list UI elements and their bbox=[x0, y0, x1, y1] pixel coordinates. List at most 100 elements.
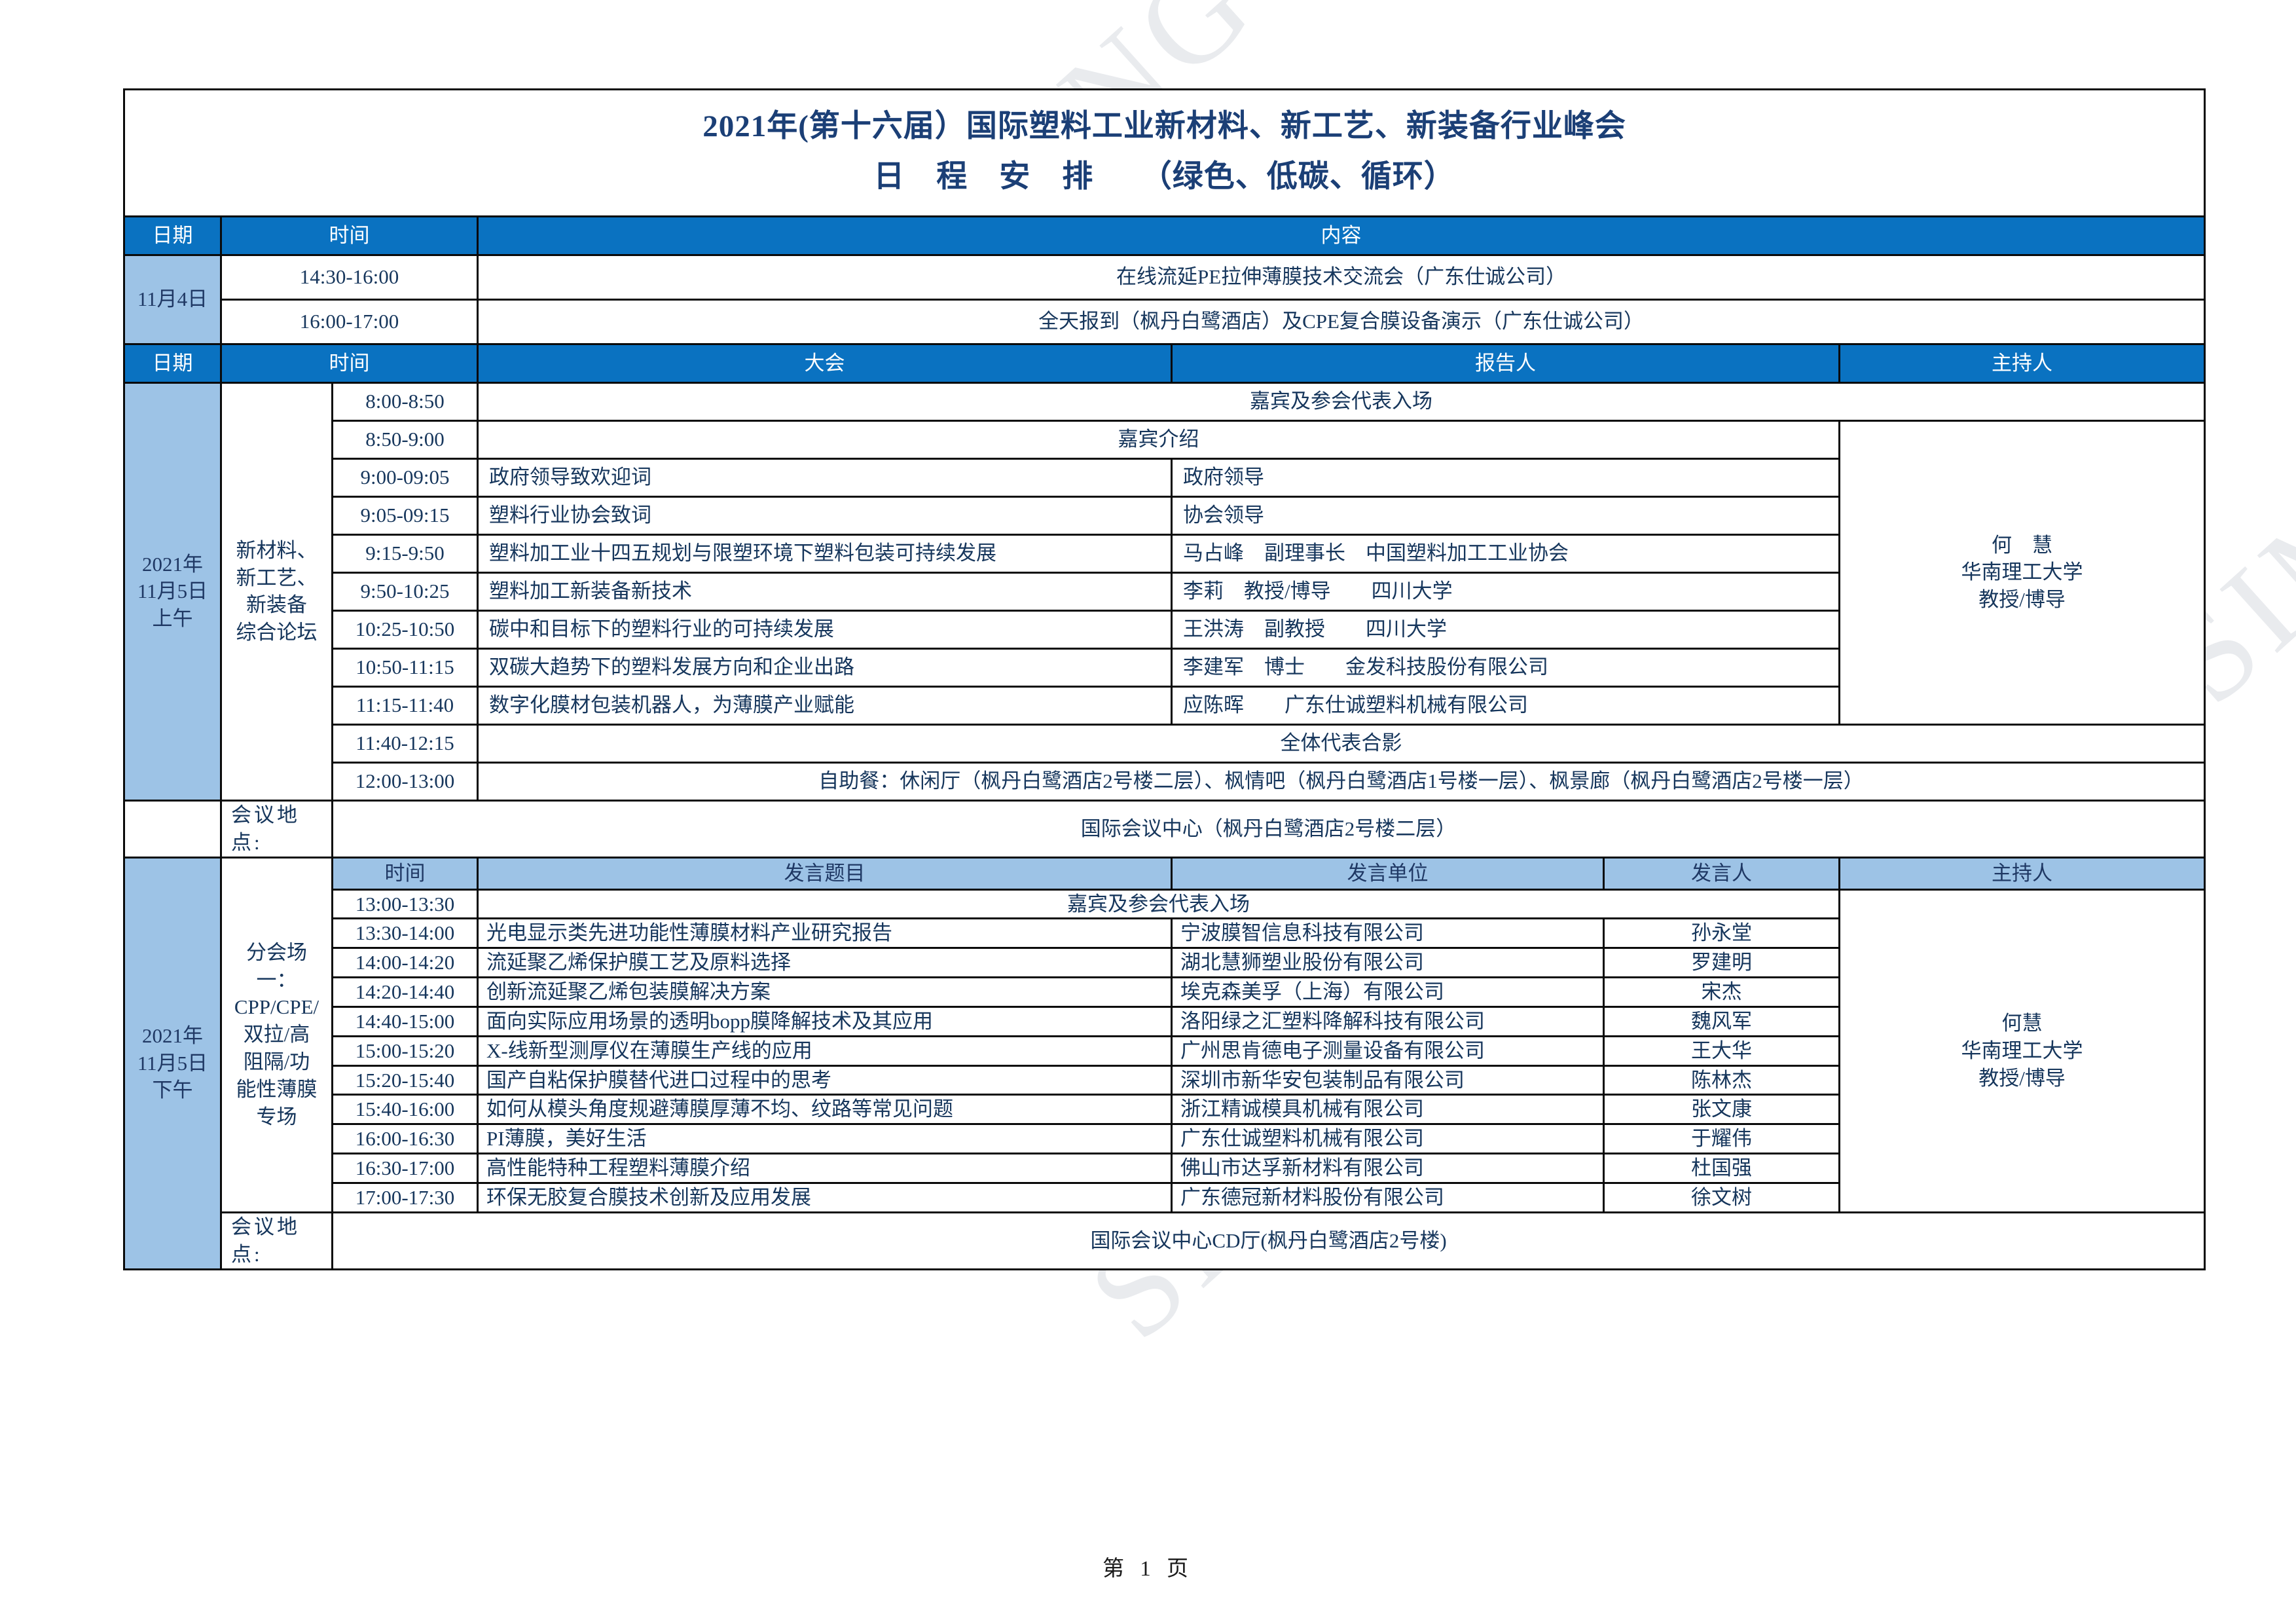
session-time: 17:00-17:30 bbox=[331, 1182, 479, 1213]
header-speaker: 报告人 bbox=[1171, 342, 1840, 384]
session-speaker: 陈林杰 bbox=[1603, 1064, 1840, 1096]
day4-time: 14:30-16:00 bbox=[220, 253, 479, 301]
session-topic: 政府领导致欢迎词 bbox=[477, 457, 1173, 498]
forum-line: 综合论坛 bbox=[236, 621, 318, 644]
chair-line: 何 慧 bbox=[1992, 533, 2053, 557]
table-row: 11月4日 14:30-16:00 在线流延PE拉伸薄膜技术交流会（广东仕诚公司… bbox=[123, 253, 2206, 345]
afternoon-chair: 何慧 华南理工大学 教授/博导 bbox=[1838, 888, 2206, 1213]
chair-line: 教授/博导 bbox=[1978, 588, 2066, 612]
header-topic: 发言题目 bbox=[477, 856, 1173, 891]
table-row: 12:00-13:00 自助餐：休闲厅（枫丹白鹭酒店2号楼二层）、枫情吧（枫丹白… bbox=[124, 761, 2206, 802]
header-row-morning: 日期 时间 大会 报告人 主持人 bbox=[123, 342, 2206, 384]
session-unit: 洛阳绿之汇塑料降解科技有限公司 bbox=[1171, 1005, 1605, 1037]
forum-line: 分会场 bbox=[246, 940, 307, 964]
header-row-afternoon: 2021年 11月5日 下午 分会场 一： CPP/CPE/ 双拉/高 阻隔/功… bbox=[123, 856, 2206, 1270]
session-speaker: 孙永堂 bbox=[1603, 917, 1840, 950]
session-topic: 光电显示类先进功能性薄膜材料产业研究报告 bbox=[477, 917, 1173, 950]
table-row: 15:20-15:40 国产自粘保护膜替代进口过程中的思考 深圳市新华安包装制品… bbox=[124, 1064, 2205, 1096]
session-time: 11:40-12:15 bbox=[331, 723, 479, 764]
session-topic: PI薄膜，美好生活 bbox=[477, 1123, 1173, 1155]
table-row: 13:00-13:30 嘉宾及参会代表入场 何慧 华南理工大学 教授/博导 bbox=[124, 888, 2206, 1213]
session-topic: 双碳大趋势下的塑料发展方向和企业出路 bbox=[477, 647, 1173, 688]
session-speaker: 王大华 bbox=[1603, 1035, 1840, 1067]
location-value: 国际会议中心（枫丹白鹭酒店2号楼二层） bbox=[331, 799, 2206, 858]
table-row: 16:00-16:30 PI薄膜，美好生活 广东仕诚塑料机械有限公司 于耀伟 bbox=[124, 1123, 2205, 1155]
session-speaker: 协会领导 bbox=[1171, 495, 1840, 536]
session-time: 12:00-13:00 bbox=[331, 761, 479, 802]
session-speaker: 全体代表合影 bbox=[476, 723, 2206, 764]
table-row: 9:15-9:50 塑料加工业十四五规划与限塑环境下塑料包装可持续发展 马占峰 … bbox=[124, 533, 2205, 574]
forum-line: 能性薄膜 bbox=[236, 1077, 318, 1101]
session-topic: 数字化膜材包装机器人，为薄膜产业赋能 bbox=[477, 685, 1173, 726]
table-row: 9:50-10:25 塑料加工新装备新技术 李莉 教授/博导 四川大学 bbox=[124, 571, 2205, 612]
session-unit: 埃克森美孚（上海）有限公司 bbox=[1171, 976, 1605, 1008]
session-time: 15:40-16:00 bbox=[331, 1094, 479, 1126]
location-label: 会议地点: bbox=[220, 1211, 333, 1270]
chair-line: 何慧 bbox=[2001, 1011, 2043, 1035]
afternoon-location-row: 会议地点: 国际会议中心CD厅(枫丹白鹭酒店2号楼) bbox=[124, 1211, 2206, 1270]
location-value: 国际会议中心CD厅(枫丹白鹭酒店2号楼) bbox=[331, 1211, 2206, 1270]
session-time: 9:50-10:25 bbox=[331, 571, 479, 612]
header-row-day4: 日期 时间 内容 bbox=[123, 215, 2206, 256]
session-time: 14:40-15:00 bbox=[331, 1005, 479, 1037]
day4-content: 全天报到（枫丹白鹭酒店）及CPE复合膜设备演示（广东仕诚公司） bbox=[476, 298, 2206, 345]
header-conference: 大会 bbox=[477, 342, 1173, 384]
date-line: 2021年 bbox=[142, 1024, 203, 1047]
day4-date-label: 11月4日 bbox=[123, 253, 222, 345]
session-topic: 面向实际应用场景的透明bopp膜降解技术及其应用 bbox=[477, 1005, 1173, 1037]
session-speaker: 罗建明 bbox=[1603, 947, 1840, 979]
table-row: 17:00-17:30 环保无胶复合膜技术创新及应用发展 广东德冠新材料股份有限… bbox=[124, 1182, 2205, 1213]
session-time: 15:20-15:40 bbox=[331, 1064, 479, 1096]
table-row: 14:20-14:40 创新流延聚乙烯包装膜解决方案 埃克森美孚（上海）有限公司… bbox=[124, 976, 2205, 1008]
location-label: 会议地点: bbox=[220, 799, 333, 858]
day4-time: 16:00-17:00 bbox=[220, 298, 479, 345]
header-content: 内容 bbox=[476, 215, 2206, 256]
chair-line: 华南理工大学 bbox=[1961, 1039, 2083, 1062]
forum-line: 新材料、 bbox=[236, 538, 318, 562]
table-row: 14:00-14:20 流延聚乙烯保护膜工艺及原料选择 湖北慧狮塑业股份有限公司… bbox=[124, 947, 2205, 979]
session-topic: 流延聚乙烯保护膜工艺及原料选择 bbox=[477, 947, 1173, 979]
date-line: 下午 bbox=[152, 1079, 193, 1102]
table-row: 9:00-09:05 政府领导致欢迎词 政府领导 bbox=[124, 457, 2205, 498]
table-row: 8:50-9:00 嘉宾介绍 何 慧 华南理工大学 教授/博导 bbox=[124, 419, 2206, 726]
table-row: 14:40-15:00 面向实际应用场景的透明bopp膜降解技术及其应用 洛阳绿… bbox=[124, 1005, 2205, 1037]
session-time: 9:15-9:50 bbox=[331, 533, 479, 574]
session-unit: 湖北慧狮塑业股份有限公司 bbox=[1171, 947, 1605, 979]
session-time: 11:15-11:40 bbox=[331, 685, 479, 726]
watermark-text: SIMCHENG bbox=[1519, 0, 2174, 26]
schedule-table: 2021年(第十六届）国际塑料工业新材料、新工艺、新装备行业峰会 日 程 安 排… bbox=[122, 88, 2206, 1270]
session-topic: 创新流延聚乙烯包装膜解决方案 bbox=[477, 976, 1173, 1008]
session-time: 13:00-13:30 bbox=[331, 888, 479, 920]
session-unit: 深圳市新华安包装制品有限公司 bbox=[1171, 1064, 1605, 1096]
session-speaker: 马占峰 副理事长 中国塑料加工工业协会 bbox=[1171, 533, 1840, 574]
header-date: 日期 bbox=[123, 215, 222, 256]
session-speaker: 徐文树 bbox=[1603, 1182, 1840, 1213]
forum-line: 专场 bbox=[256, 1105, 297, 1128]
table-row: 15:00-15:20 X-线新型测厚仪在薄膜生产线的应用 广州思肯德电子测量设… bbox=[124, 1035, 2205, 1067]
session-speaker: 杜国强 bbox=[1603, 1153, 1840, 1184]
forum-line: 阻隔/功 bbox=[243, 1050, 310, 1074]
session-unit: 浙江精诚模具机械有限公司 bbox=[1171, 1094, 1605, 1126]
header-chair: 主持人 bbox=[1838, 856, 2206, 891]
session-speaker: 宋杰 bbox=[1603, 976, 1840, 1008]
header-time: 时间 bbox=[220, 342, 479, 384]
header-date: 日期 bbox=[123, 342, 222, 384]
afternoon-forum-label: 分会场 一： CPP/CPE/ 双拉/高 阻隔/功 能性薄膜 专场 bbox=[220, 856, 333, 1213]
date-line: 11月5日 bbox=[137, 580, 208, 603]
session-unit: 佛山市达孚新材料有限公司 bbox=[1171, 1153, 1605, 1184]
session-speaker: 嘉宾介绍 bbox=[477, 419, 1840, 460]
session-topic: 如何从模头角度规避薄膜厚薄不均、纹路等常见问题 bbox=[477, 1094, 1173, 1126]
table-row: 15:40-16:00 如何从模头角度规避薄膜厚薄不均、纹路等常见问题 浙江精诚… bbox=[124, 1094, 2205, 1126]
table-row: 2021年 11月5日 上午 新材料、 新工艺、 新装备 综合论坛 8:00-8… bbox=[123, 381, 2206, 802]
session-unit: 广州思肯德电子测量设备有限公司 bbox=[1171, 1035, 1605, 1067]
session-unit: 宁波膜智信息科技有限公司 bbox=[1171, 917, 1605, 950]
header-speaker: 发言人 bbox=[1603, 856, 1840, 891]
table-row: 13:30-14:00 光电显示类先进功能性薄膜材料产业研究报告 宁波膜智信息科… bbox=[124, 917, 2205, 950]
day4-content: 在线流延PE拉伸薄膜技术交流会（广东仕诚公司） bbox=[476, 253, 2206, 301]
header-unit: 发言单位 bbox=[1171, 856, 1605, 891]
forum-line: CPP/CPE/ bbox=[234, 995, 319, 1019]
session-time: 9:00-09:05 bbox=[331, 457, 479, 498]
session-unit: 广东仕诚塑料机械有限公司 bbox=[1171, 1123, 1605, 1155]
header-time: 时间 bbox=[331, 856, 479, 891]
session-time: 13:30-14:00 bbox=[331, 917, 479, 950]
